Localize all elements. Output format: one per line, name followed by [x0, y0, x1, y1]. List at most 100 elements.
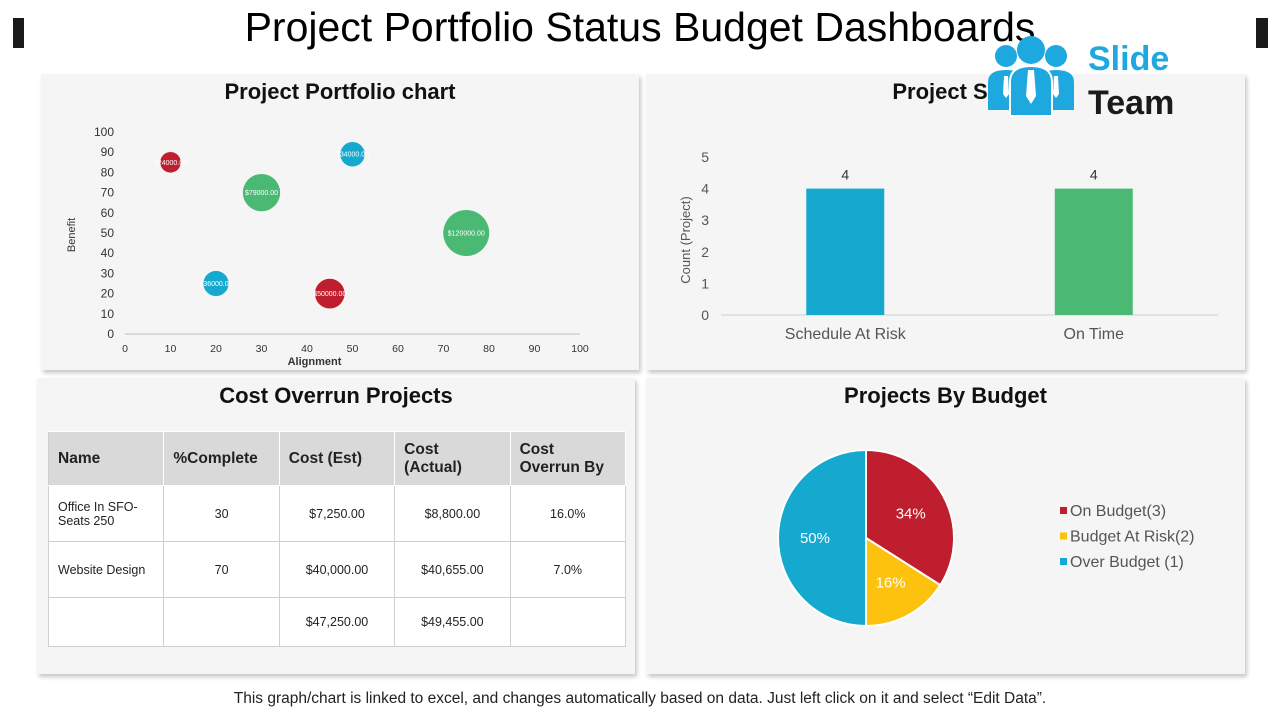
- bubble-data-label: $79000.00: [245, 190, 278, 197]
- table-cell: $7,250.00: [278, 485, 396, 542]
- y-tick-label: 1: [701, 275, 709, 291]
- table-cell: $47,250.00: [278, 597, 396, 647]
- table-cell: 16.0%: [509, 485, 627, 542]
- y-tick-label: 30: [101, 266, 115, 280]
- x-tick-label: 60: [392, 343, 404, 355]
- column-header-cost-est: Cost (Est): [278, 431, 396, 486]
- y-tick-label: 10: [101, 307, 115, 321]
- portfolio-bubble-chart[interactable]: 0 10 20 30 40 50 60 70 80 90 100 0 10 20 30 40 50 60 70 80 9…: [41, 74, 639, 370]
- y-tick-label: 3: [701, 212, 709, 228]
- footnote: This graph/chart is linked to excel, and…: [233, 690, 1047, 707]
- table-cell: Office In SFO-Seats 250: [47, 485, 165, 542]
- x-tick-label: 0: [122, 343, 128, 355]
- x-category-label: Schedule At Risk: [785, 326, 907, 343]
- bubble-point: [314, 278, 345, 309]
- y-tick-label: 80: [101, 165, 115, 179]
- column-header-cost-overrun: Cost Overrun By: [509, 431, 627, 486]
- table-cell: $49,455.00: [394, 597, 511, 647]
- bubble-point: [203, 270, 229, 297]
- bubble-data-label: $50000.00: [313, 291, 346, 298]
- legend-label: Budget At Risk(2): [1070, 529, 1195, 546]
- cost-overrun-table: Name %Complete Cost (Est) Cost (Actual) …: [47, 431, 627, 647]
- y-tick-label: 100: [94, 125, 114, 139]
- bar-data-label: 4: [1090, 167, 1098, 183]
- y-tick-label: 4: [701, 181, 709, 197]
- column-header-cost-actual: Cost (Actual): [394, 431, 511, 486]
- table-header-row: Name %Complete Cost (Est) Cost (Actual) …: [47, 431, 627, 486]
- y-tick-label: 0: [107, 327, 114, 341]
- corner-mark-left: [13, 18, 24, 48]
- projects-by-budget-pie-chart[interactable]: 34% On Budget(3) 16% Budget At Risk(2) 50% Ov…: [646, 378, 1245, 674]
- table-cell: $40,000.00: [278, 541, 396, 598]
- x-tick-label: 30: [256, 343, 268, 355]
- y-tick-label: 40: [101, 246, 115, 260]
- logo-text-slide: Slide: [1088, 40, 1169, 78]
- pie-slice: [777, 448, 867, 628]
- slideteam-logo: Slide Team: [988, 36, 1174, 120]
- x-tick-label: 50: [347, 343, 359, 355]
- corner-mark-right: [1256, 18, 1268, 48]
- people-icon: [988, 36, 1074, 117]
- x-tick-label: 90: [529, 343, 541, 355]
- table-cell: $40,655.00: [394, 541, 511, 598]
- y-tick-label: 60: [101, 206, 115, 220]
- portfolio-chart-panel: Project Portfolio chart 0 10 20 30 40 50 60 70 8…: [41, 74, 639, 370]
- bubble-data-label: $120000.00: [448, 231, 485, 238]
- bubble-point: [443, 210, 490, 256]
- y-tick-label: 90: [101, 145, 115, 159]
- legend-swatch: [1060, 532, 1067, 540]
- y-axis-title: Benefit: [66, 218, 78, 252]
- legend-label: Over Budget (1): [1070, 554, 1184, 571]
- y-axis-title: Count (Project): [678, 196, 693, 283]
- projects-by-budget-panel: Projects By Budget 34% On Budget(3) 16% Bud…: [646, 378, 1245, 674]
- legend-swatch: [1060, 507, 1067, 514]
- page-title: Project Portfolio Status Budget Dashboar…: [244, 4, 1036, 50]
- column-header-name: Name: [47, 431, 165, 486]
- legend-label: On Budget(3): [1070, 503, 1166, 520]
- x-tick-label: 80: [483, 343, 495, 355]
- y-tick-label: 20: [101, 287, 115, 301]
- column-header-complete: %Complete: [163, 431, 280, 486]
- table-row: Office In SFO-Seats 250 30 $7,250.00 $8,…: [47, 485, 627, 542]
- project-status-bar-chart[interactable]: 0 1 2 3 4 5 Count (Project) 4 Schedule At Risk 4 O…: [646, 74, 1245, 370]
- pie-data-label: 34%: [896, 505, 926, 522]
- bar: [806, 188, 885, 315]
- y-tick-label: 70: [101, 186, 115, 200]
- portfolio-chart-title: Project Portfolio chart: [224, 79, 456, 104]
- y-tick-label: 5: [701, 149, 709, 165]
- table-cell: 30: [163, 485, 280, 542]
- projects-by-budget-title: Projects By Budget: [844, 383, 1047, 408]
- pie-data-label: 16%: [876, 575, 906, 592]
- bar: [1054, 188, 1133, 315]
- table-row: Website Design 70 $40,000.00 $40,655.00 …: [47, 541, 627, 598]
- x-tick-label: 10: [165, 343, 177, 355]
- y-tick-label: 2: [701, 244, 709, 260]
- pie-data-label: 50%: [800, 530, 830, 547]
- logo-text-team: Team: [1088, 84, 1174, 120]
- bubble-point: [242, 173, 281, 212]
- x-tick-label: 20: [210, 343, 222, 355]
- bubble-data-label: $24000.00: [154, 160, 187, 167]
- x-tick-label: 40: [301, 343, 313, 355]
- bubble-point: [340, 141, 365, 167]
- bar-data-label: 4: [841, 167, 849, 183]
- cost-overrun-title: Cost Overrun Projects: [219, 383, 453, 408]
- table-cell: 7.0%: [509, 541, 627, 598]
- project-status-panel: Project Stat 0 1 2 3 4 5 Count (Project) 4 Sched…: [646, 74, 1245, 370]
- table-cell: [163, 597, 280, 647]
- y-tick-label: 0: [701, 307, 709, 323]
- y-tick-label: 50: [101, 226, 115, 240]
- bubble-data-label: $36000.00: [199, 281, 232, 288]
- x-tick-label: 100: [571, 343, 589, 355]
- bubble-point: [160, 152, 181, 173]
- bubble-data-label: $34000.00: [336, 152, 369, 159]
- table-row-totals: $47,250.00 $49,455.00: [47, 597, 627, 647]
- table-cell: [47, 597, 165, 647]
- legend-swatch: [1060, 558, 1067, 565]
- pie-slice: [865, 536, 942, 628]
- x-axis-title: Alignment: [288, 356, 342, 368]
- table-cell: $8,800.00: [394, 485, 511, 542]
- table-cell: [509, 597, 627, 647]
- cost-overrun-panel: Cost Overrun Projects Name %Complete Cos…: [37, 378, 635, 674]
- x-category-label: On Time: [1064, 326, 1125, 343]
